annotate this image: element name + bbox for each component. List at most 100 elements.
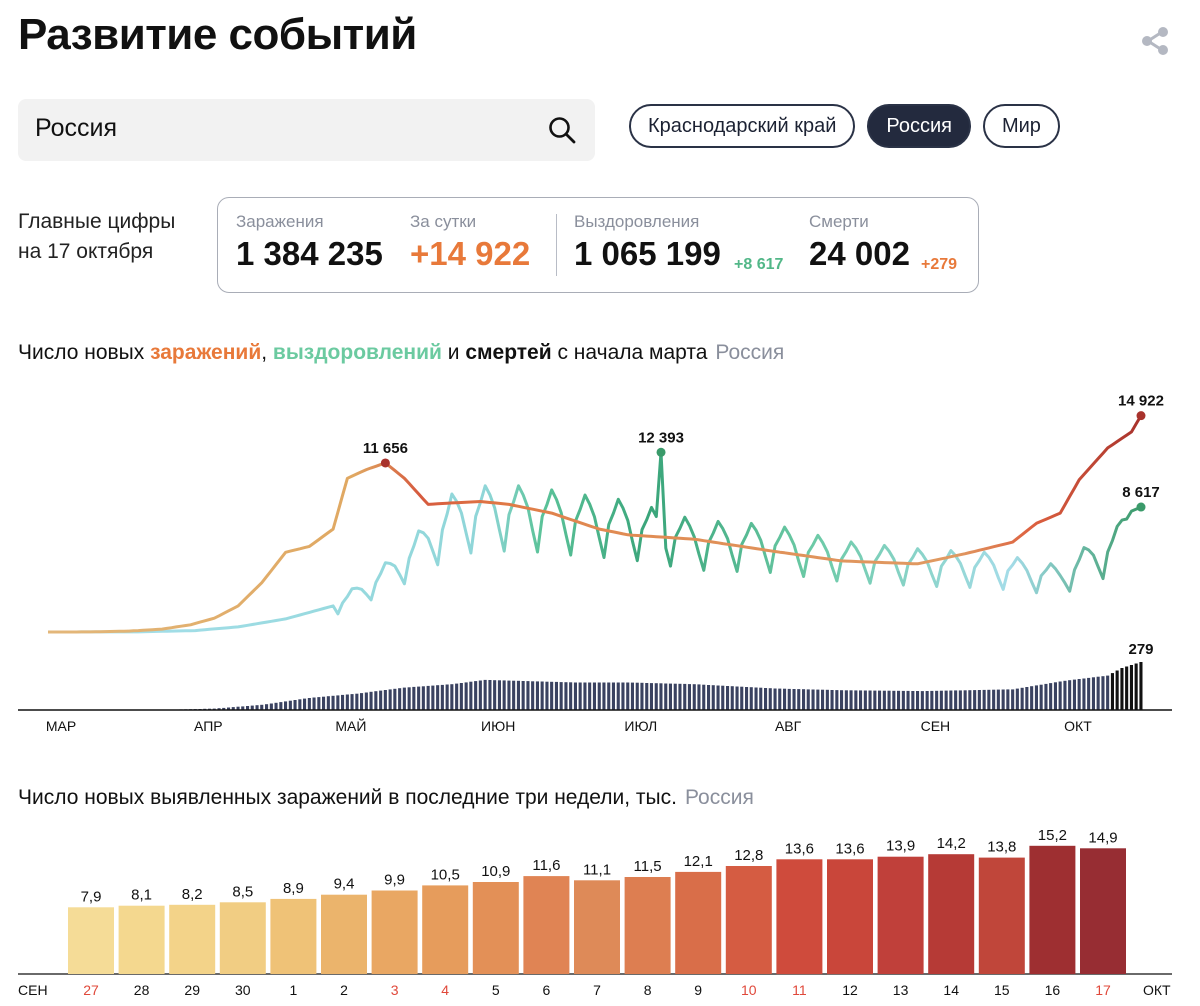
stat-infections: Заражения 1 384 235 [236, 212, 383, 273]
deaths-bar [236, 706, 240, 710]
deaths-bar [730, 686, 734, 710]
stat-daily: За сутки +14 922 [410, 212, 530, 273]
bar [422, 885, 469, 974]
deaths-bar [840, 690, 844, 710]
bar [776, 859, 823, 975]
deaths-bar [222, 707, 226, 710]
deaths-label: Смерти [809, 212, 869, 231]
search-icon[interactable] [547, 115, 577, 145]
deaths-bar [787, 688, 791, 710]
bar-value-label: 15,2 [1038, 830, 1067, 844]
infections-line [48, 414, 1143, 634]
region-chip-russia[interactable]: Россия [867, 104, 971, 148]
deaths-bar [374, 691, 378, 710]
annotation-label: 14 922 [1118, 393, 1164, 410]
deaths-bar [1025, 687, 1029, 710]
chart1-title-infections: заражений [150, 341, 262, 364]
bar-value-label: 10,5 [431, 866, 460, 883]
region-chip-krasnodar[interactable]: Краснодарский край [629, 104, 856, 148]
bar [1080, 848, 1126, 974]
deaths-bar [702, 684, 706, 710]
deaths-bar [540, 681, 544, 710]
bar [978, 857, 1025, 974]
deaths-bar [887, 690, 891, 710]
deaths-bar [987, 689, 991, 710]
bar-category-label: 12 [842, 982, 858, 998]
bar-value-label: 12,1 [684, 853, 713, 870]
deaths-bar [630, 682, 634, 710]
deaths-bar [678, 683, 682, 710]
chart1-title-part2: , [261, 341, 273, 364]
deaths-bar [806, 689, 810, 710]
deaths-bar [1049, 683, 1053, 710]
chart1-title-region[interactable]: Россия [715, 341, 785, 364]
deaths-bar [1077, 679, 1081, 710]
deaths-bar [345, 694, 349, 710]
deaths-bar [1134, 663, 1138, 710]
deaths-bar [1006, 689, 1010, 710]
summary-label: Главные цифры на 17 октября [18, 207, 175, 267]
deaths-bar [360, 693, 364, 710]
month-tick-label: СЕН [921, 718, 951, 734]
bar-value-label: 13,6 [785, 840, 814, 857]
deaths-bar [255, 705, 259, 710]
stat-recoveries: Выздоровления 1 065 199 +8 617 [574, 212, 783, 273]
bar-category-label: 6 [543, 982, 551, 998]
infections-marker [1136, 411, 1146, 421]
bar-value-label: 9,9 [384, 872, 405, 889]
bar-category-label: 2 [340, 982, 348, 998]
search-input[interactable]: Россия [35, 114, 117, 142]
deaths-bar [797, 689, 801, 710]
month-left-label: СЕН [18, 982, 48, 998]
chart2-title-region[interactable]: Россия [684, 786, 754, 809]
bar-value-label: 14,2 [937, 835, 966, 852]
deaths-bar [825, 689, 829, 710]
recoveries-line [48, 450, 1142, 634]
deaths-bar [269, 703, 273, 710]
deaths-bar [816, 689, 820, 710]
annotation-label: 12 393 [638, 429, 684, 446]
deaths-bar [607, 682, 611, 710]
deaths-bar [217, 708, 221, 710]
deaths-bar [1015, 688, 1019, 710]
deaths-bar [792, 689, 796, 710]
deaths-bar [878, 690, 882, 710]
bar-value-label: 8,9 [283, 880, 304, 897]
deaths-bar [925, 691, 929, 710]
annotation-label: 8 617 [1122, 484, 1160, 501]
deaths-bar [716, 685, 720, 710]
infections-value: 1 384 235 [236, 235, 383, 272]
bar-value-label: 11,5 [634, 858, 662, 875]
bar-category-label: 4 [441, 982, 449, 998]
deaths-bar [963, 690, 967, 710]
infections-label: Заражения [236, 212, 324, 231]
deaths-bar [355, 693, 359, 710]
bar-value-label: 10,9 [481, 863, 510, 880]
bar [472, 882, 519, 974]
deaths-bar [274, 702, 278, 710]
deaths-bar [602, 682, 606, 710]
deaths-bar [892, 690, 896, 710]
region-chip-world[interactable]: Мир [982, 104, 1060, 148]
deaths-bar [707, 685, 711, 710]
deaths-bar [307, 698, 311, 710]
deaths-bar [288, 700, 292, 710]
bar-category-label: 10 [741, 982, 757, 998]
deaths-bar [331, 695, 335, 710]
deaths-bar [977, 690, 981, 710]
deaths-bar [735, 686, 739, 710]
deaths-bar [1001, 689, 1005, 710]
deaths-bar [802, 689, 806, 710]
deaths-bar [284, 701, 288, 710]
share-icon[interactable] [1138, 24, 1172, 58]
bar [523, 876, 570, 974]
deaths-bar [683, 683, 687, 710]
deaths-bar [554, 681, 558, 710]
deaths-bar [949, 690, 953, 710]
deaths-bar [250, 705, 254, 710]
deaths-bar [1082, 678, 1086, 710]
region-search[interactable]: Россия [18, 99, 595, 161]
deaths-bar [1139, 662, 1143, 710]
bar-category-label: 28 [134, 982, 150, 998]
deaths-bar [1072, 679, 1076, 710]
